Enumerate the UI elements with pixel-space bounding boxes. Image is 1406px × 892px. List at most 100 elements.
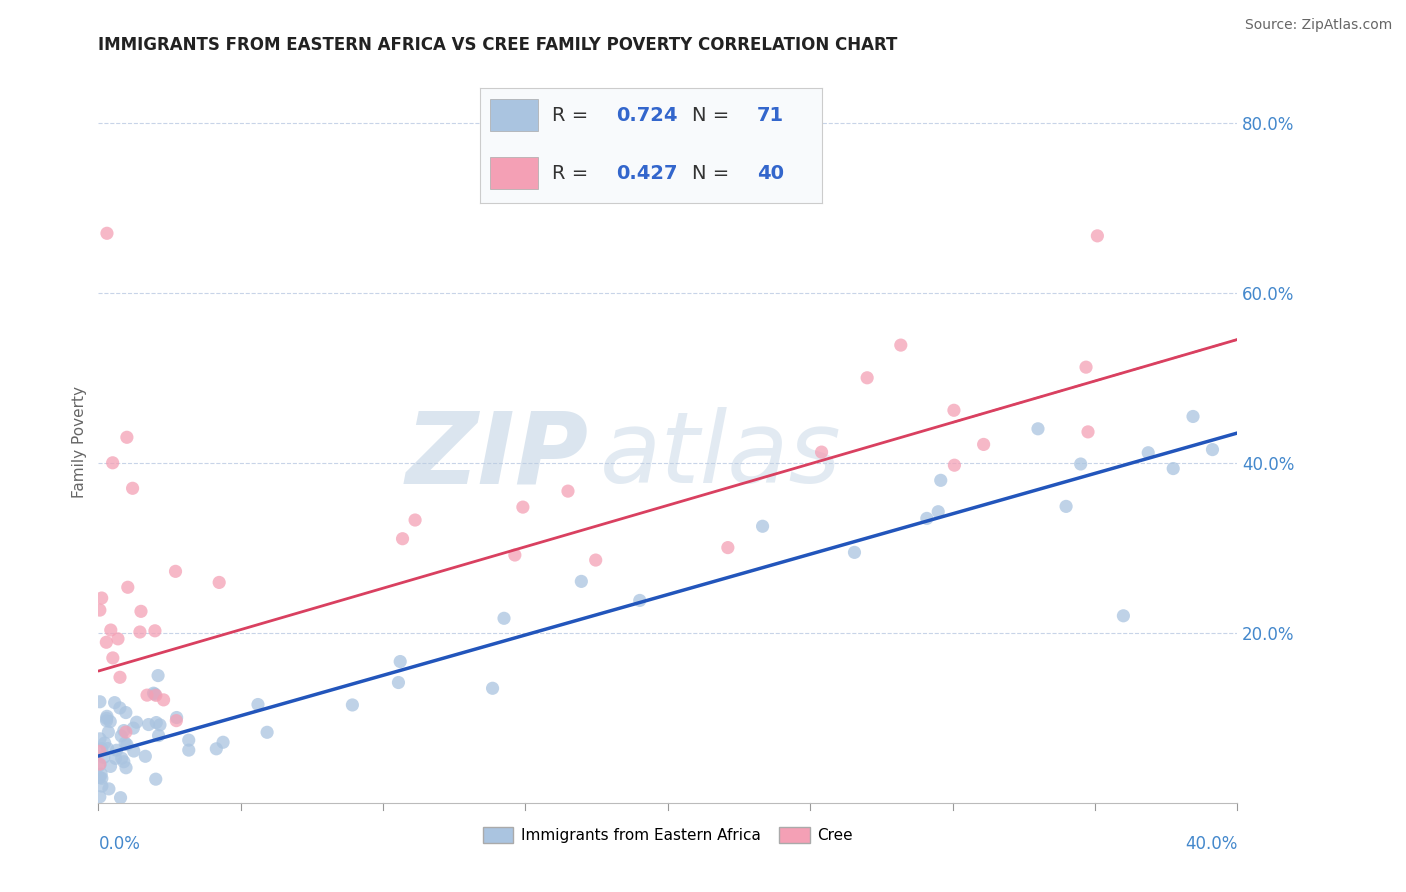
Immigrants from Eastern Africa [1070, 457, 1092, 471]
Cree [942, 403, 965, 417]
Immigrants from Eastern Africa [844, 545, 866, 559]
Immigrants from Eastern Africa [110, 729, 132, 743]
Immigrants from Eastern Africa [177, 733, 200, 747]
Immigrants from Eastern Africa [481, 681, 503, 696]
Cree [108, 670, 131, 684]
Immigrants from Eastern Africa [1201, 442, 1223, 457]
Cree [101, 651, 124, 665]
Cree [96, 227, 118, 241]
Cree [136, 688, 159, 702]
Cree [89, 757, 111, 772]
Immigrants from Eastern Africa [1137, 446, 1160, 460]
Immigrants from Eastern Africa [929, 473, 952, 487]
Cree [943, 458, 966, 473]
Immigrants from Eastern Africa [115, 761, 138, 775]
Cree [101, 456, 124, 470]
Text: 40.0%: 40.0% [1185, 835, 1237, 854]
Immigrants from Eastern Africa [915, 511, 938, 525]
Immigrants from Eastern Africa [89, 695, 111, 709]
Immigrants from Eastern Africa [134, 749, 156, 764]
Cree [1074, 360, 1097, 375]
Immigrants from Eastern Africa [96, 711, 118, 725]
Cree [1077, 425, 1099, 439]
Immigrants from Eastern Africa [115, 706, 138, 720]
Immigrants from Eastern Africa [104, 751, 127, 765]
Immigrants from Eastern Africa [138, 717, 160, 731]
Immigrants from Eastern Africa [1182, 409, 1205, 424]
Immigrants from Eastern Africa [96, 714, 118, 728]
Immigrants from Eastern Africa [110, 790, 132, 805]
Cree [810, 445, 832, 459]
Immigrants from Eastern Africa [104, 696, 127, 710]
Immigrants from Eastern Africa [89, 771, 111, 785]
Cree [585, 553, 607, 567]
Immigrants from Eastern Africa [927, 505, 949, 519]
Immigrants from Eastern Africa [143, 687, 166, 701]
Immigrants from Eastern Africa [90, 772, 112, 786]
Immigrants from Eastern Africa [97, 781, 120, 796]
Immigrants from Eastern Africa [111, 751, 134, 765]
Immigrants from Eastern Africa [112, 723, 135, 738]
Immigrants from Eastern Africa [100, 759, 122, 773]
Immigrants from Eastern Africa [96, 709, 118, 723]
Text: ZIP: ZIP [405, 408, 588, 505]
Cree [115, 430, 138, 444]
Immigrants from Eastern Africa [142, 686, 165, 700]
Immigrants from Eastern Africa [751, 519, 773, 533]
Cree [129, 604, 152, 618]
Immigrants from Eastern Africa [1054, 500, 1077, 514]
Cree [96, 635, 118, 649]
Immigrants from Eastern Africa [212, 735, 235, 749]
Immigrants from Eastern Africa [1161, 461, 1184, 475]
Text: IMMIGRANTS FROM EASTERN AFRICA VS CREE FAMILY POVERTY CORRELATION CHART: IMMIGRANTS FROM EASTERN AFRICA VS CREE F… [98, 36, 898, 54]
Immigrants from Eastern Africa [89, 758, 111, 772]
Immigrants from Eastern Africa [114, 736, 136, 750]
Immigrants from Eastern Africa [112, 755, 135, 769]
Cree [717, 541, 740, 555]
Cree [89, 603, 111, 617]
Immigrants from Eastern Africa [1112, 608, 1135, 623]
Immigrants from Eastern Africa [1026, 422, 1049, 436]
Immigrants from Eastern Africa [256, 725, 278, 739]
Immigrants from Eastern Africa [205, 741, 228, 756]
Y-axis label: Family Poverty: Family Poverty [72, 385, 87, 498]
Immigrants from Eastern Africa [389, 655, 412, 669]
Immigrants from Eastern Africa [342, 698, 364, 712]
Immigrants from Eastern Africa [89, 789, 111, 804]
Cree [100, 623, 122, 637]
Immigrants from Eastern Africa [246, 698, 269, 712]
Cree [90, 591, 112, 605]
Immigrants from Eastern Africa [108, 701, 131, 715]
Immigrants from Eastern Africa [115, 738, 138, 752]
Immigrants from Eastern Africa [149, 718, 172, 732]
Text: Source: ZipAtlas.com: Source: ZipAtlas.com [1244, 18, 1392, 32]
Immigrants from Eastern Africa [145, 715, 167, 730]
Text: 0.0%: 0.0% [98, 835, 141, 854]
Cree [129, 625, 152, 640]
Cree [165, 714, 187, 728]
Cree [152, 693, 174, 707]
Immigrants from Eastern Africa [122, 721, 145, 735]
Immigrants from Eastern Africa [93, 736, 115, 750]
Cree [115, 725, 138, 739]
Cree [973, 437, 995, 451]
Cree [117, 580, 139, 594]
Immigrants from Eastern Africa [90, 741, 112, 756]
Cree [512, 500, 534, 515]
Immigrants from Eastern Africa [146, 668, 169, 682]
Cree [165, 565, 187, 579]
Immigrants from Eastern Africa [97, 725, 120, 739]
Cree [89, 744, 111, 758]
Immigrants from Eastern Africa [387, 675, 409, 690]
Immigrants from Eastern Africa [98, 714, 121, 729]
Cree [208, 575, 231, 590]
Cree [856, 371, 879, 385]
Cree [503, 548, 526, 562]
Immigrants from Eastern Africa [177, 743, 200, 757]
Immigrants from Eastern Africa [148, 729, 170, 743]
Immigrants from Eastern Africa [492, 611, 515, 625]
Immigrants from Eastern Africa [125, 715, 148, 730]
Cree [121, 481, 143, 495]
Immigrants from Eastern Africa [90, 779, 112, 793]
Cree [404, 513, 426, 527]
